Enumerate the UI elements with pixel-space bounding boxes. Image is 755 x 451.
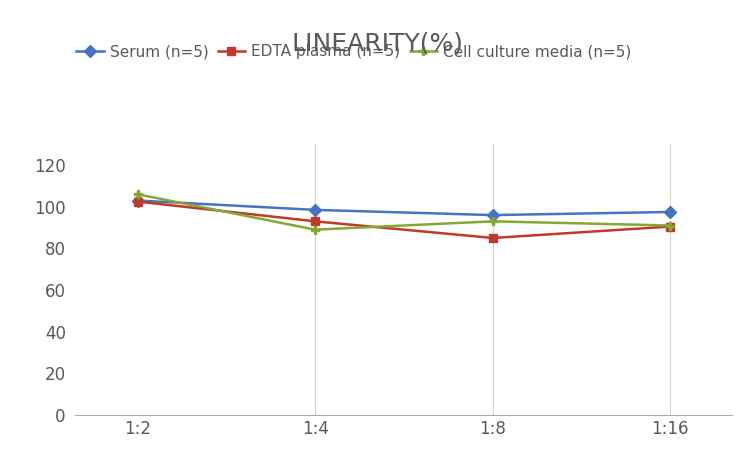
Serum (n=5) — [310, 207, 319, 212]
Line: EDTA plasma (n=5): EDTA plasma (n=5) — [134, 198, 674, 242]
EDTA plasma (n=5) — [310, 219, 319, 224]
EDTA plasma (n=5) — [133, 199, 142, 204]
EDTA plasma (n=5) — [488, 235, 498, 241]
Cell culture media (n=5) — [488, 219, 498, 224]
Cell culture media (n=5) — [133, 192, 142, 197]
Cell culture media (n=5) — [310, 227, 319, 232]
Text: LINEARITY(%): LINEARITY(%) — [291, 32, 464, 55]
Legend: Serum (n=5), EDTA plasma (n=5), Cell culture media (n=5): Serum (n=5), EDTA plasma (n=5), Cell cul… — [70, 38, 637, 65]
Line: Serum (n=5): Serum (n=5) — [134, 196, 674, 219]
Serum (n=5) — [133, 198, 142, 203]
Line: Cell culture media (n=5): Cell culture media (n=5) — [134, 190, 674, 234]
Cell culture media (n=5) — [666, 223, 675, 228]
Serum (n=5) — [666, 209, 675, 215]
Serum (n=5) — [488, 212, 498, 218]
EDTA plasma (n=5) — [666, 224, 675, 229]
